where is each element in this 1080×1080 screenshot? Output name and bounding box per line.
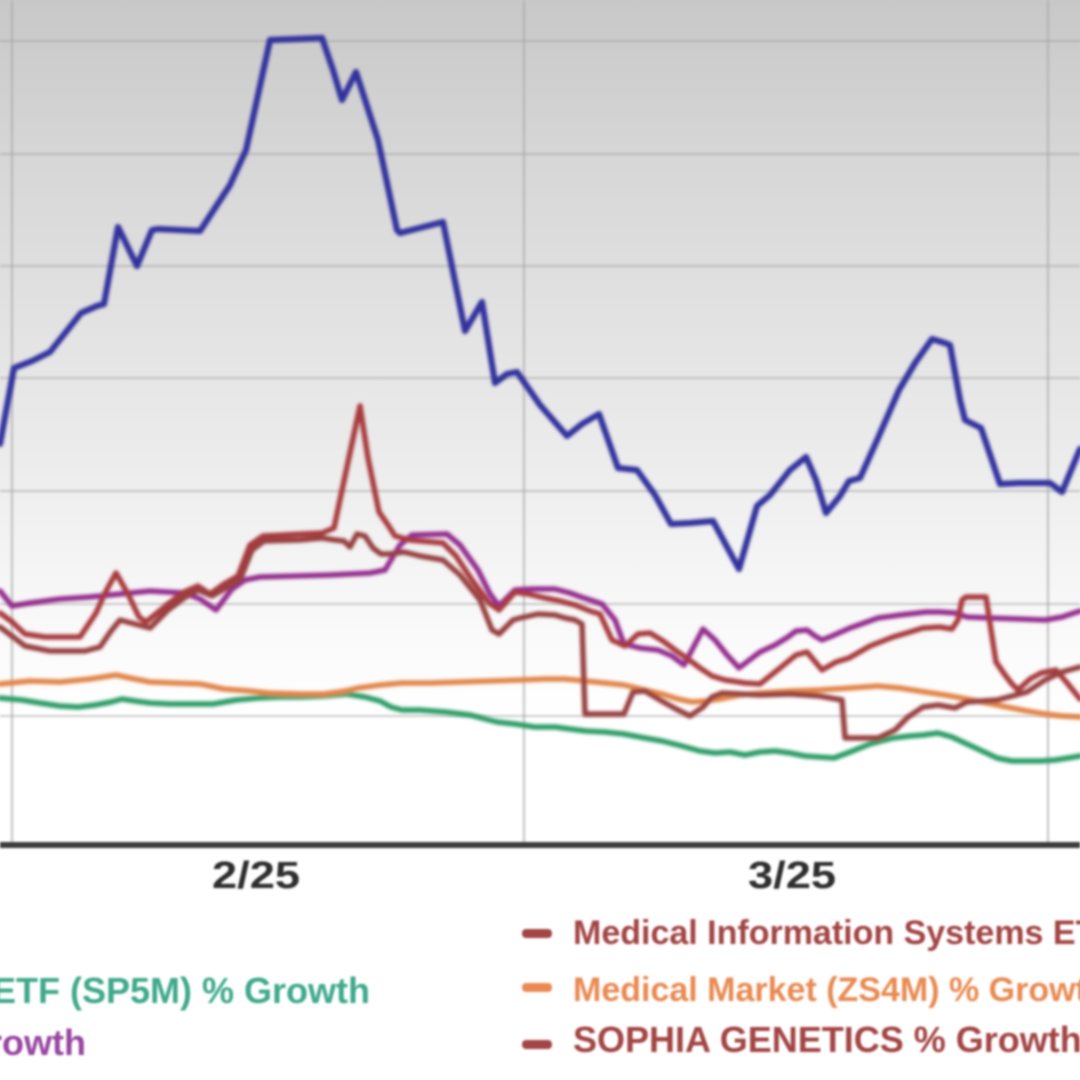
- svg-text:Medical Market (ZS4M) % Growth: Medical Market (ZS4M) % Growth: [573, 971, 1080, 1009]
- svg-text:3/25: 3/25: [748, 855, 836, 897]
- svg-text:SOPHIA GENETICS % Growth: SOPHIA GENETICS % Growth: [573, 1019, 1080, 1060]
- svg-text:% Growth: % Growth: [0, 1022, 86, 1063]
- svg-text:ETF (SP5M) % Growth: ETF (SP5M) % Growth: [0, 970, 370, 1011]
- svg-text:2/25: 2/25: [212, 855, 300, 897]
- svg-text:Medical Information Systems ET: Medical Information Systems ETF: [573, 914, 1080, 952]
